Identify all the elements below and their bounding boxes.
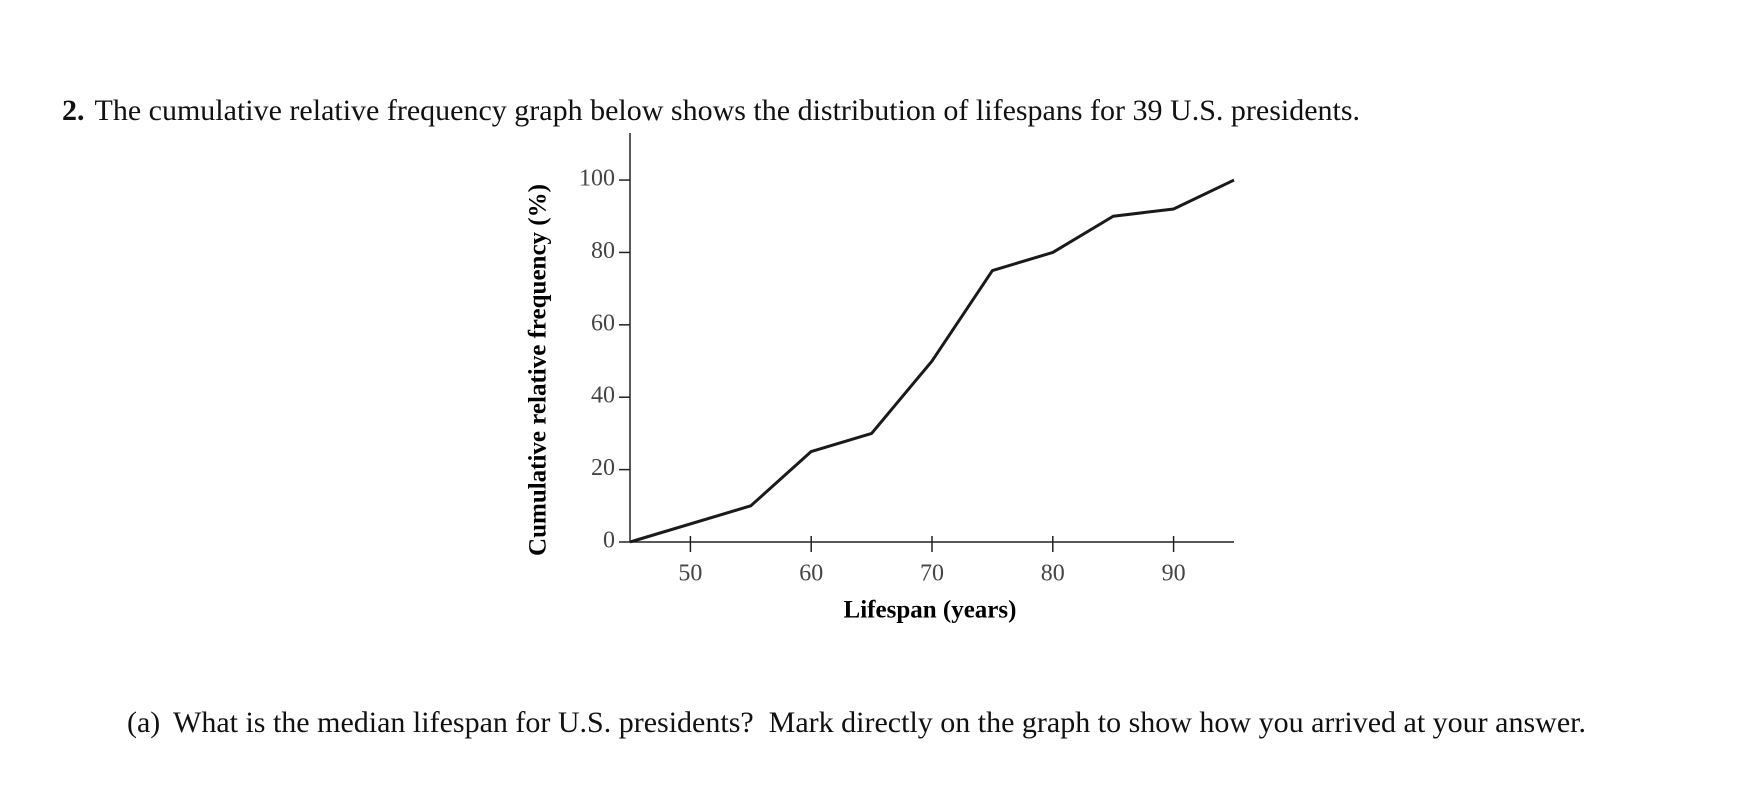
y-tick-label: 80 [591,238,615,264]
y-tick-label: 0 [603,528,615,554]
y-tick-label: 100 [579,166,615,192]
x-tick-label: 70 [920,561,944,587]
data-line [629,178,1235,544]
x-tick-label: 50 [678,561,702,587]
part-label: (a) [127,706,161,739]
y-tick-label: 20 [591,455,615,481]
question-text: The cumulative relative frequency graph … [94,94,1361,127]
y-tick-label: 40 [591,383,615,409]
question: 2. The cumulative relative frequency grap… [62,94,1360,128]
x-tick-label: 60 [799,561,823,587]
question-number: 2. [62,94,85,127]
x-tick-label: 90 [1162,561,1186,587]
x-axis-label: Lifespan (years) [844,597,1017,624]
y-tick-label: 60 [591,310,615,336]
part-a: (a) What is the median lifespan for U.S. … [127,703,1647,742]
chart: Lifespan (years) Cumulative relative fre… [525,133,1235,624]
y-axis-label: Cumulative relative frequency (%) [525,184,552,556]
part-text: What is the median lifespan for U.S. pre… [173,706,1586,739]
x-tick-label: 80 [1041,561,1065,587]
